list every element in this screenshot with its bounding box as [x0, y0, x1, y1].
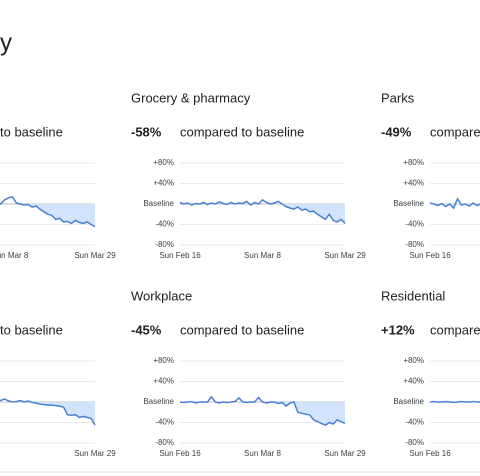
x-tick-label: un Mar 8 [0, 251, 29, 260]
y-tick-label: -40% [155, 220, 174, 229]
y-tick-label: +80% [153, 356, 174, 365]
page-title: y [0, 29, 12, 56]
y-tick-label: Baseline [143, 199, 174, 208]
below-baseline-area [0, 402, 95, 426]
series-line [0, 195, 96, 228]
series-line [0, 398, 96, 426]
y-tick-label: -80% [155, 438, 174, 447]
chart-title: Parks [381, 90, 415, 105]
chart-title: Workplace [131, 288, 192, 303]
x-tick-label: Sun Mar 29 [74, 251, 116, 260]
y-tick-label: -80% [405, 240, 424, 249]
y-tick-label: -40% [155, 418, 174, 427]
x-tick-label: Sun Mar 29 [324, 251, 366, 260]
y-tick-label: -40% [405, 418, 424, 427]
x-tick-label: Sun Feb 16 [409, 251, 451, 260]
x-tick-label: Sun Mar 29 [324, 449, 366, 458]
change-value: +12% [381, 322, 415, 337]
change-value: -58% [131, 124, 162, 139]
y-tick-label: +40% [153, 377, 174, 386]
y-tick-label: +40% [403, 179, 424, 188]
change-value: -45% [131, 322, 162, 337]
y-tick-label: +80% [153, 158, 174, 167]
y-tick-label: Baseline [143, 397, 174, 406]
change-caption: to baseline [0, 322, 63, 337]
change-caption: compare [430, 322, 480, 337]
y-tick-label: Baseline [393, 199, 424, 208]
change-caption: compared to baseline [180, 124, 304, 139]
x-tick-label: Sun Feb 16 [159, 449, 201, 458]
x-tick-label: Sun Mar 29 [74, 449, 116, 458]
y-tick-label: -40% [405, 220, 424, 229]
y-tick-label: +40% [403, 377, 424, 386]
y-tick-label: +80% [403, 356, 424, 365]
y-tick-label: +80% [403, 158, 424, 167]
y-tick-label: -80% [405, 438, 424, 447]
y-tick-label: -80% [155, 240, 174, 249]
series-line [429, 400, 480, 404]
below-baseline-area [180, 402, 345, 426]
y-tick-label: Baseline [393, 397, 424, 406]
x-tick-label: Sun Mar 8 [244, 251, 281, 260]
x-tick-label: Sun Mar 8 [244, 449, 281, 458]
change-caption: to baseline [0, 124, 63, 139]
below-baseline-area [0, 204, 95, 227]
x-tick-label: Sun Feb 16 [409, 449, 451, 458]
chart-title: Grocery & pharmacy [131, 90, 251, 105]
series-line [429, 197, 480, 210]
change-caption: compared to baseline [180, 322, 304, 337]
change-caption: compare [430, 124, 480, 139]
series-line [179, 395, 346, 426]
change-value: -49% [381, 124, 412, 139]
x-tick-label: Sun Feb 16 [159, 251, 201, 260]
y-tick-label: +40% [153, 179, 174, 188]
series-line [179, 198, 346, 225]
chart-title: Residential [381, 288, 445, 303]
